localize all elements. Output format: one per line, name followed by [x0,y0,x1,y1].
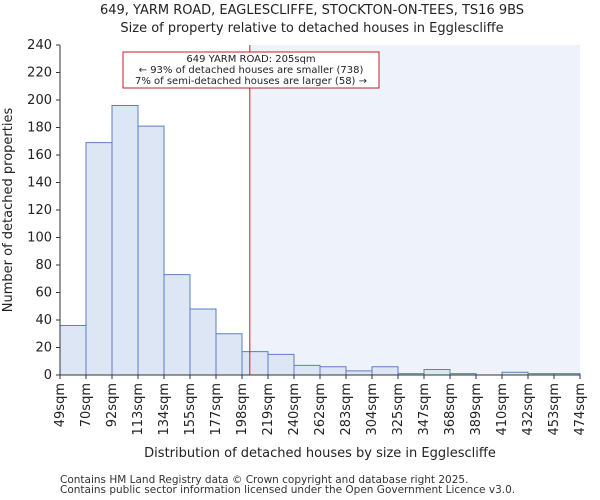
annotation-box: 649 YARM ROAD: 205sqm ← 93% of detached … [122,51,380,89]
bar-49sqm [59,325,87,376]
x-tick-label: 198sqm [235,383,250,436]
y-axis-label: Number of detached properties [1,108,16,313]
annotation-line-3: 7% of semi-detached houses are larger (5… [135,76,367,87]
footer-line-2: Contains public sector information licen… [60,484,516,496]
bar-304sqm [371,366,399,376]
chart-title: 649, YARM ROAD, EAGLESCLIFFE, STOCKTON-O… [100,3,524,18]
bars-group [59,105,581,376]
y-tick-label: 100 [27,231,52,246]
x-tick-label: 70sqm [79,383,94,427]
x-tick-label: 325sqm [391,383,406,436]
x-tick-label: 474sqm [573,383,588,436]
x-tick-label: 410sqm [495,383,510,436]
x-tick-label: 347sqm [417,383,432,436]
bar-347sqm [423,369,451,376]
bar-262sqm [319,366,347,376]
bar-134sqm [163,274,191,376]
x-tick-label: 368sqm [443,383,458,436]
x-tick-label: 219sqm [261,383,276,436]
chart-subtitle: Size of property relative to detached ho… [120,21,503,36]
bar-283sqm [345,370,373,376]
y-tick-label: 40 [35,313,52,328]
y-ticks: 0 20 40 60 80 100 120 140 160 180 200 220 240 [27,38,60,383]
x-tick-label: 304sqm [365,383,380,436]
x-tick-label: 262sqm [313,383,328,436]
y-tick-label: 200 [27,93,52,108]
bar-92sqm [111,105,139,376]
x-tick-label: 453sqm [547,383,562,436]
y-tick-label: 180 [27,121,52,136]
y-tick-label: 60 [35,286,52,301]
larger-properties-region [249,45,581,375]
x-tick-label: 49sqm [53,383,68,427]
bar-155sqm [189,308,217,376]
y-tick-label: 0 [44,368,52,383]
x-tick-label: 240sqm [287,383,302,436]
footer-line-1: Contains HM Land Registry data © Crown c… [60,474,469,486]
x-tick-label: 92sqm [105,383,120,427]
x-axis-label: Distribution of detached houses by size … [144,446,496,461]
bar-177sqm [215,333,243,376]
y-tick-label: 160 [27,148,52,163]
bar-219sqm [267,353,295,376]
bar-113sqm [137,125,165,376]
x-tick-label: 389sqm [469,383,484,436]
annotation-frame [122,51,380,89]
x-tick-label: 432sqm [521,383,536,436]
y-tick-label: 80 [35,258,52,273]
annotation-line-1: 649 YARM ROAD: 205sqm [186,54,315,65]
bar-240sqm [293,364,321,376]
bar-70sqm [85,142,113,376]
x-tick-label: 177sqm [209,383,224,436]
x-tick-label: 155sqm [183,383,198,436]
annotation-line-2: ← 93% of detached houses are smaller (73… [139,65,364,76]
y-tick-label: 240 [27,38,52,53]
x-tick-label: 283sqm [339,383,354,436]
y-tick-label: 220 [27,66,52,81]
x-tick-label: 134sqm [157,383,172,436]
bar-198sqm [241,351,269,376]
x-ticks: 49sqm 70sqm 92sqm 113sqm 134sqm 155sqm 177sqm 1… [53,375,588,436]
y-tick-label: 140 [27,176,52,191]
y-tick-label: 120 [27,203,52,218]
y-tick-label: 20 [35,341,52,356]
x-tick-label: 113sqm [131,383,146,436]
